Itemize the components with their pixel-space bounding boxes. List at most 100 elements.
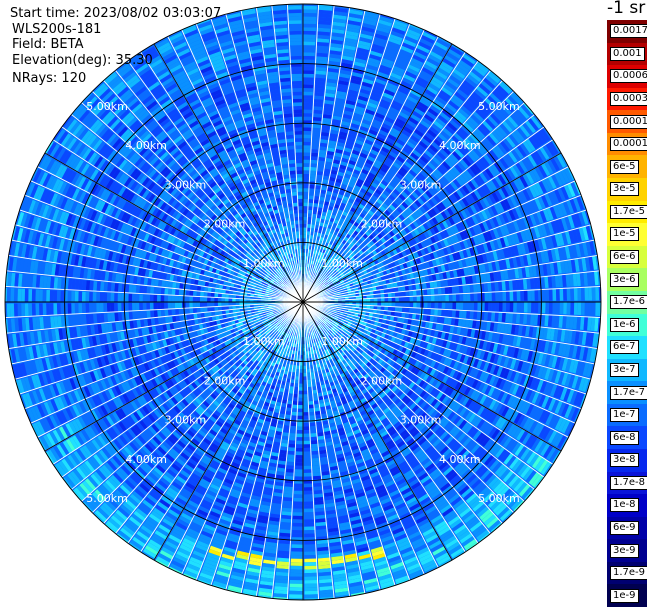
range-gate <box>400 108 411 117</box>
range-gate <box>389 267 395 273</box>
range-gate <box>329 253 334 258</box>
range-gate <box>304 526 315 531</box>
range-gate <box>363 162 372 169</box>
range-gate <box>498 81 512 94</box>
range-gate <box>533 114 544 127</box>
range-gate <box>570 302 575 315</box>
range-gate <box>379 166 388 174</box>
range-gate <box>487 165 497 177</box>
range-gate <box>410 113 421 122</box>
range-gate <box>457 107 470 119</box>
range-gate <box>393 120 404 129</box>
range-gate <box>315 52 328 58</box>
range-gate <box>405 140 416 149</box>
range-gate <box>460 124 472 135</box>
range-gate <box>303 458 312 463</box>
range-gate <box>304 583 318 588</box>
range-gate <box>499 122 511 135</box>
range-gate <box>374 78 387 86</box>
range-gate <box>326 71 339 77</box>
range-gate <box>502 224 510 235</box>
range-gate <box>327 256 332 261</box>
range-gate <box>502 138 513 150</box>
range-gate <box>547 191 556 205</box>
range-gate <box>460 82 473 94</box>
range-gate <box>404 312 410 319</box>
range-gate <box>409 302 414 308</box>
range-gate <box>310 422 316 427</box>
range-gate <box>444 197 452 207</box>
range-gate <box>335 279 340 283</box>
range-gate <box>471 91 484 103</box>
range-gate <box>347 277 352 282</box>
range-gate <box>303 166 310 171</box>
range-gate <box>345 246 351 252</box>
range-gate <box>468 71 482 82</box>
range-gate <box>348 129 358 136</box>
range-gate <box>460 105 472 116</box>
range-gate <box>526 228 534 240</box>
range-gate <box>503 198 511 210</box>
range-gate <box>303 91 313 96</box>
range-gate <box>328 202 335 208</box>
range-gate <box>459 293 464 302</box>
range-gate <box>454 163 463 174</box>
range-gate <box>394 271 399 277</box>
range-gate <box>382 189 390 197</box>
range-gate <box>519 190 528 203</box>
range-gate <box>303 16 317 21</box>
range-gate <box>456 302 460 310</box>
range-gate <box>317 156 326 162</box>
range-gate <box>345 30 359 37</box>
range-gate <box>347 89 359 95</box>
range-gate <box>397 223 404 231</box>
range-gate <box>411 110 423 119</box>
range-gate <box>334 148 343 154</box>
range-gate <box>441 309 446 317</box>
range-gate <box>579 195 586 209</box>
range-gate <box>303 184 309 189</box>
range-gate <box>303 476 313 481</box>
range-gate <box>413 210 421 218</box>
range-gate <box>334 243 340 249</box>
range-gate <box>315 265 319 270</box>
range-gate <box>478 142 488 153</box>
range-gate <box>314 81 325 86</box>
range-gate <box>342 211 348 217</box>
range-gate <box>336 262 341 267</box>
range-gate <box>303 138 311 142</box>
range-gate <box>556 153 567 168</box>
range-gate <box>434 214 442 223</box>
range-gate <box>482 100 494 112</box>
range-gate <box>385 196 393 204</box>
range-gate <box>310 231 314 236</box>
range-gate <box>438 178 447 187</box>
range-gate <box>363 142 372 149</box>
range-gate <box>332 280 337 285</box>
range-gate <box>410 237 417 245</box>
range-gate <box>476 187 485 198</box>
range-gate <box>364 178 372 185</box>
range-gate <box>352 188 359 194</box>
range-gate <box>314 77 326 82</box>
range-gate <box>344 169 353 176</box>
range-gate <box>391 306 396 312</box>
range-gate <box>318 203 324 208</box>
range-gate <box>333 203 340 209</box>
range-gate <box>432 182 441 192</box>
range-gate <box>474 108 487 120</box>
range-gate <box>584 209 591 224</box>
range-gate <box>384 173 393 181</box>
range-gate <box>311 440 318 445</box>
range-gate <box>331 254 336 259</box>
range-gate <box>472 111 484 122</box>
range-gate <box>392 144 402 152</box>
range-gate <box>304 505 314 509</box>
range-gate <box>328 287 332 291</box>
range-gate <box>398 296 403 302</box>
range-gate <box>360 26 375 33</box>
range-gate <box>341 154 350 160</box>
range-gate <box>434 294 439 302</box>
range-gate <box>406 296 410 302</box>
range-gate <box>385 157 394 165</box>
